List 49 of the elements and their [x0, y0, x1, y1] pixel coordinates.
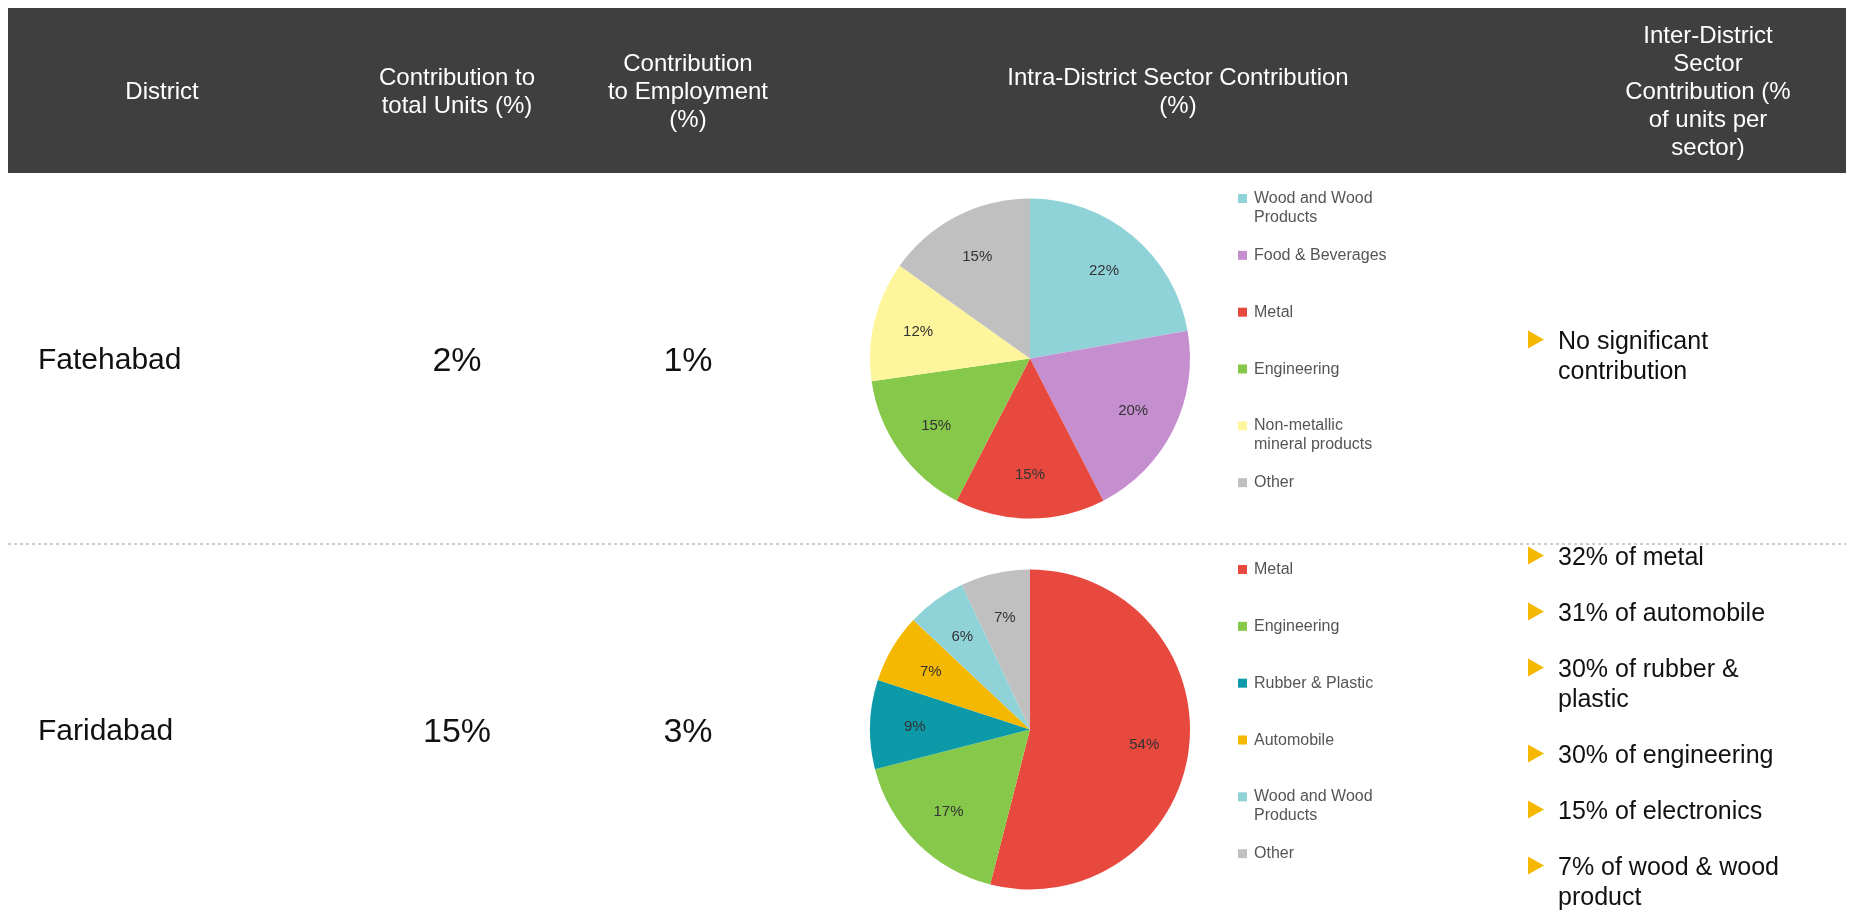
legend-label: Engineering	[1254, 359, 1340, 377]
data-label: 15%	[921, 416, 952, 434]
text: 30% of rubber & plastic	[1558, 653, 1739, 712]
text: 7% of wood & wood product	[1558, 851, 1779, 910]
pie-slice	[899, 198, 1030, 359]
legend-label: Other	[1254, 844, 1295, 862]
text: Inter-District Sector Contribution (% of units per sector)	[1625, 20, 1791, 160]
data-label: 54%	[1129, 734, 1160, 752]
pie-slice	[870, 680, 1030, 770]
pie-slice	[956, 358, 1104, 519]
text: Faridabad	[38, 712, 174, 746]
legend-label: Automobile	[1254, 730, 1335, 748]
data-label: 15%	[962, 247, 993, 265]
data-label: 12%	[903, 322, 934, 340]
data-label: 17%	[933, 801, 964, 819]
text: 15%	[422, 710, 492, 749]
pie-slice	[870, 265, 1030, 382]
legend-label: Wood and Wood Products	[1254, 189, 1373, 225]
text: 15% of electronics	[1558, 795, 1763, 824]
legend-label: Non-metallic mineral products	[1254, 416, 1373, 453]
legend-label: Other	[1254, 473, 1295, 491]
legend-label: Food & Beverages	[1254, 245, 1387, 263]
legend-label: Engineering	[1254, 616, 1340, 634]
text: District	[125, 76, 199, 104]
pie-slice	[875, 729, 1030, 885]
text: 31% of automobile	[1558, 597, 1766, 626]
text: 2%	[432, 339, 482, 378]
data-label: 22%	[1089, 261, 1120, 279]
data-label: 7%	[920, 661, 942, 679]
text: Fatehabad	[38, 341, 182, 375]
data-label: 7%	[994, 608, 1016, 626]
pie-slice	[990, 569, 1190, 890]
text: 3%	[663, 710, 713, 749]
legend-label: Metal	[1254, 560, 1294, 577]
data-label: 6%	[951, 627, 974, 645]
text: Contribution to total Units (%)	[378, 62, 536, 118]
legend-label: Metal	[1254, 302, 1294, 320]
data-label: 15%	[1014, 464, 1046, 482]
text: Contribution to Employment (%)	[607, 48, 769, 132]
pie-slice	[1030, 198, 1188, 359]
text: No significant contribution	[1558, 325, 1709, 384]
data-label: 9%	[904, 716, 926, 734]
text: 1%	[663, 339, 713, 378]
text: Intra-District Sector Contribution (%)	[1007, 62, 1349, 118]
legend-label: Wood and Wood Products	[1254, 787, 1373, 824]
text: 32% of metal	[1558, 541, 1704, 570]
data-label: 20%	[1118, 400, 1149, 418]
legend-label: Rubber & Plastic	[1254, 673, 1374, 691]
text: 30% of engineering	[1558, 739, 1774, 768]
